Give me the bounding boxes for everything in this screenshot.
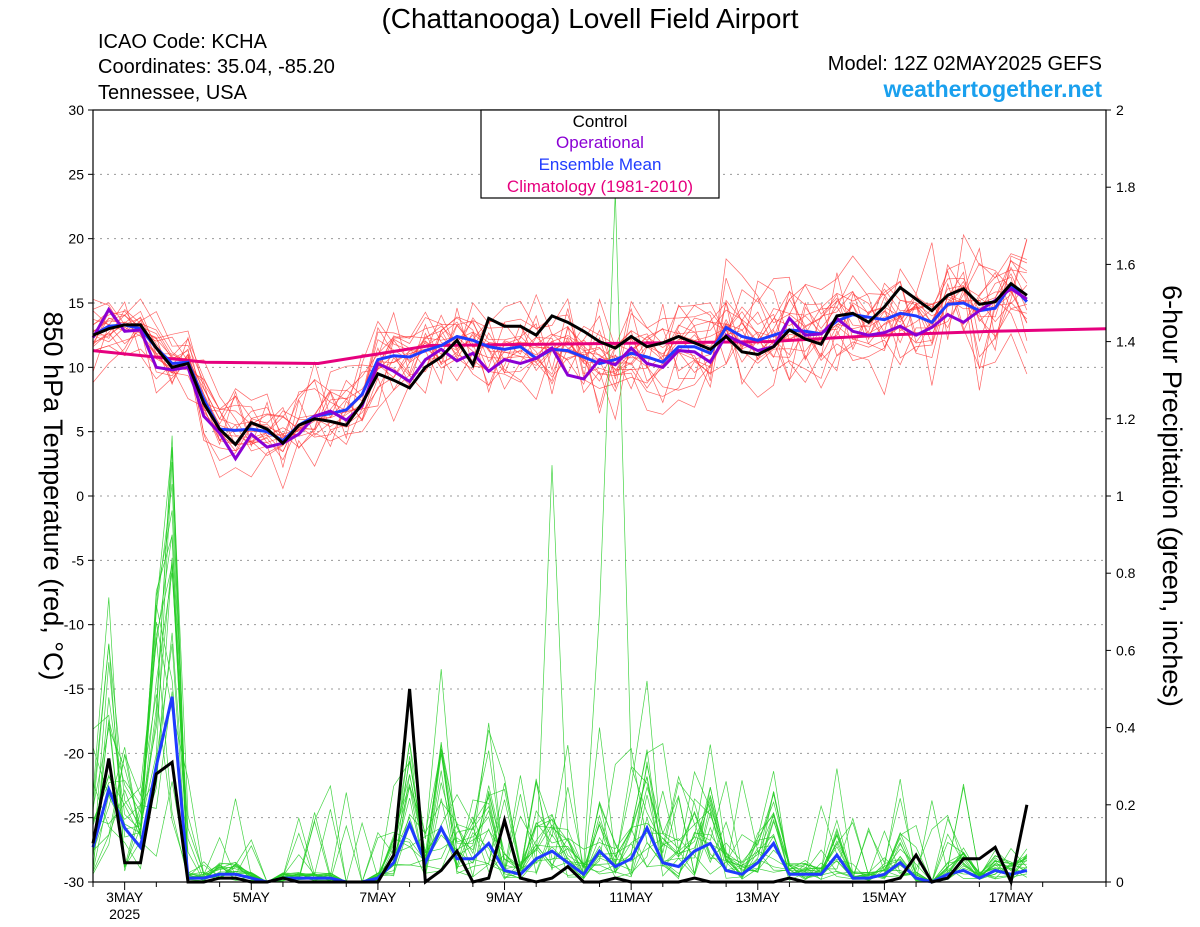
y-right-tick-label: 1.6 xyxy=(1116,256,1136,272)
y-left-tick-label: 0 xyxy=(76,488,84,504)
precip-mean-line xyxy=(91,696,1028,884)
temp-member-line xyxy=(92,238,1028,446)
legend-climatology: Climatology (1981-2010) xyxy=(507,177,693,196)
precip-member-line xyxy=(92,694,1028,883)
right-axis-ticks: 2 1.8 1.6 1.4 1.2 1 0.8 0.6 0.4 0.2 0 xyxy=(1106,102,1136,890)
y-right-tick-label: 0 xyxy=(1116,874,1124,890)
temp-member-line xyxy=(92,293,1028,437)
y-left-tick-label: -15 xyxy=(64,681,84,697)
legend-operational: Operational xyxy=(556,133,644,152)
coordinates: Coordinates: 35.04, -85.20 xyxy=(98,56,335,78)
x-tick-label: 9MAY xyxy=(486,889,524,905)
precip-member-line xyxy=(92,191,1028,883)
precip-member-line xyxy=(92,510,1027,883)
y-right-tick-label: 1.4 xyxy=(1116,334,1136,350)
x-tick-label: 7MAY xyxy=(359,889,397,905)
left-axis-ticks: 30 25 20 15 10 5 0 -5 -10 -15 -20 -25 -30 xyxy=(64,102,93,890)
y-left-label: 850 hPa Temperature (red, °C) xyxy=(38,312,68,681)
x-tick-label: 15MAY xyxy=(862,889,908,905)
y-left-tick-label: 10 xyxy=(68,359,84,375)
temp-member-line xyxy=(92,276,1028,457)
x-tick-label: 17MAY xyxy=(989,889,1035,905)
legend-box: Control Operational Ensemble Mean Climat… xyxy=(480,109,720,199)
y-left-tick-label: -30 xyxy=(64,874,84,890)
y-right-tick-label: 0.2 xyxy=(1116,797,1136,813)
climatology-line xyxy=(92,327,1107,366)
y-left-tick-label: 5 xyxy=(76,424,84,440)
y-left-tick-label: -5 xyxy=(72,552,85,568)
precip-member-line xyxy=(92,465,1028,883)
precip-member-line xyxy=(92,643,1028,883)
temp-member-line xyxy=(92,260,1028,445)
legend-frame xyxy=(480,109,720,199)
y-right-tick-label: 0.4 xyxy=(1116,720,1136,736)
y-right-tick-label: 0.8 xyxy=(1116,565,1136,581)
precip-member-line xyxy=(92,557,1027,883)
model-run: Model: 12Z 02MAY2025 GEFS xyxy=(828,53,1102,75)
x-tick-year: 2025 xyxy=(109,906,140,922)
region: Tennessee, USA xyxy=(98,82,248,104)
y-right-tick-label: 1 xyxy=(1116,488,1124,504)
temp-mean-line xyxy=(92,282,1028,443)
operational-line xyxy=(91,286,1028,462)
icao-code: ICAO Code: KCHA xyxy=(98,31,268,53)
y-right-tick-label: 0.6 xyxy=(1116,642,1136,658)
grid-lines xyxy=(93,173,1106,819)
y-left-tick-label: 15 xyxy=(68,295,84,311)
y-left-tick-label: 30 xyxy=(68,102,84,118)
temp-member-line xyxy=(92,255,1028,442)
y-left-tick-label: -20 xyxy=(64,745,84,761)
y-right-tick-label: 2 xyxy=(1116,102,1124,118)
y-right-tick-label: 1.8 xyxy=(1116,179,1136,195)
y-left-tick-label: -25 xyxy=(64,810,84,826)
precip-member-line xyxy=(92,446,1028,883)
ensemble-members xyxy=(92,191,1028,884)
legend-control: Control xyxy=(573,112,628,131)
temp-member-line xyxy=(92,255,1028,490)
site-link[interactable]: weathertogether.net xyxy=(882,76,1102,102)
x-tick-label: 5MAY xyxy=(233,889,271,905)
chart-title: (Chattanooga) Lovell Field Airport xyxy=(381,3,798,34)
precip-member-line xyxy=(92,461,1028,883)
y-left-tick-label: -10 xyxy=(64,617,84,633)
x-tick-label: 13MAY xyxy=(735,889,781,905)
y-left-tick-label: 25 xyxy=(68,166,84,182)
y-right-tick-label: 1.2 xyxy=(1116,411,1136,427)
y-left-tick-label: 20 xyxy=(68,231,84,247)
y-right-label: 6-hour Precipitation (green, inches) xyxy=(1157,285,1187,707)
x-tick-label: 11MAY xyxy=(609,889,653,905)
x-tick-label: 3MAY xyxy=(106,889,144,905)
temp-control-line xyxy=(92,281,1028,447)
legend-ensemble-mean: Ensemble Mean xyxy=(539,155,662,174)
precip-member-line xyxy=(92,632,1028,883)
